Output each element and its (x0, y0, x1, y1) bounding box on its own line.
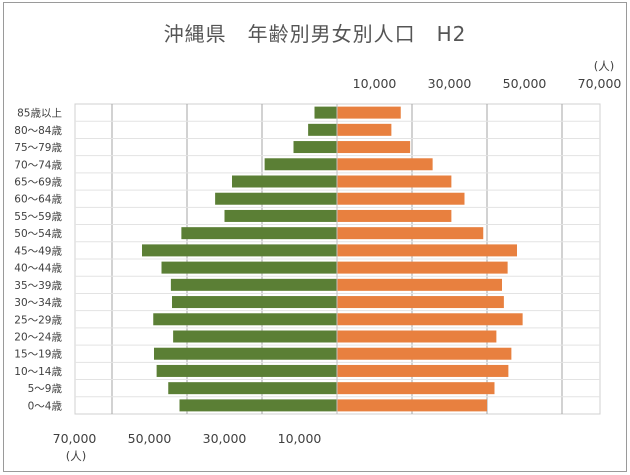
unit-label-top: (人) (594, 59, 614, 73)
bar-right (337, 364, 509, 377)
category-label: 25～29歳 (14, 314, 62, 326)
bar-left (154, 347, 337, 360)
bar-right (337, 158, 433, 171)
bar-right (337, 313, 523, 326)
x-tick-label-bottom: 30,000 (203, 431, 247, 446)
category-label: 50～54歳 (14, 228, 62, 240)
category-label: 40～44歳 (14, 263, 62, 275)
bar-left (314, 106, 337, 119)
bar-left (170, 278, 337, 291)
category-label: 60～64歳 (14, 194, 62, 206)
x-tick-label-top: 70,000 (578, 76, 622, 91)
bar-right (337, 227, 484, 240)
x-tick-label-bottom: 70,000 (53, 431, 97, 446)
bar-left (181, 227, 337, 240)
bar-left (224, 209, 337, 222)
bar-right (337, 141, 411, 154)
bar-left (308, 123, 337, 136)
category-label: 20～24歳 (14, 332, 62, 344)
category-label: 0～4歳 (28, 400, 63, 412)
bar-left (293, 141, 337, 154)
bar-right (337, 399, 487, 412)
bar-left (173, 330, 337, 343)
bar-right (337, 209, 452, 222)
bar-right (337, 382, 495, 395)
x-tick-label-top: 50,000 (503, 76, 547, 91)
category-label: 15～19歳 (14, 349, 62, 361)
bar-right (337, 244, 517, 257)
category-label: 65～69歳 (14, 177, 62, 189)
bar-right (337, 261, 508, 274)
bar-right (337, 278, 502, 291)
category-label: 45～49歳 (14, 245, 62, 257)
bar-right (337, 175, 452, 188)
bar-right (337, 123, 392, 136)
category-label: 5～9歳 (28, 383, 63, 395)
x-tick-label-bottom: 10,000 (278, 431, 322, 446)
bar-right (337, 330, 497, 343)
category-label: 10～14歳 (14, 366, 62, 378)
bar-right (337, 106, 401, 119)
category-label: 85歳以上 (17, 108, 62, 120)
bar-left (161, 261, 337, 274)
bar-left (264, 158, 337, 171)
bar-right (337, 296, 504, 309)
x-tick-label-bottom: 50,000 (128, 431, 172, 446)
category-label: 70～74歳 (14, 159, 62, 171)
bar-left (156, 364, 337, 377)
chart-title: 沖縄県 年齢別男女別人口 H2 (163, 22, 467, 46)
bar-right (337, 347, 512, 360)
bar-left (153, 313, 337, 326)
category-label: 30～34歳 (14, 297, 62, 309)
x-tick-label-top: 30,000 (428, 76, 472, 91)
bar-right (337, 192, 465, 205)
unit-label-bottom: (人) (66, 449, 86, 463)
bar-left (168, 382, 337, 395)
category-label: 80～84歳 (14, 125, 62, 137)
category-label: 55～59歳 (14, 211, 62, 223)
bar-left (179, 399, 337, 412)
bar-left (232, 175, 337, 188)
bar-left (142, 244, 337, 257)
bar-left (215, 192, 337, 205)
bar-left (172, 296, 337, 309)
category-label: 35～39歳 (14, 280, 62, 292)
x-tick-label-top: 10,000 (353, 76, 397, 91)
category-label: 75～79歳 (14, 142, 62, 154)
